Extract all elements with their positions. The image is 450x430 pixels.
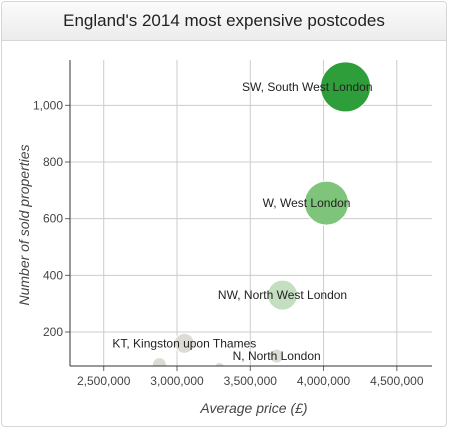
x-axis-title: Average price (£) (199, 400, 307, 416)
chart-title: England's 2014 most expensive postcodes (63, 11, 385, 30)
bubble[interactable] (151, 357, 167, 372)
y-tick-label: 200 (43, 325, 63, 339)
x-tick-label: 4,000,000 (297, 374, 351, 388)
bubble[interactable] (173, 332, 195, 354)
y-tick-label: 400 (43, 268, 63, 282)
y-tick-label: 600 (43, 212, 63, 226)
x-tick-label: 3,500,000 (224, 374, 278, 388)
bubble[interactable] (269, 348, 285, 364)
y-tick-label: 800 (43, 155, 63, 169)
bubble[interactable] (214, 361, 225, 372)
bubble[interactable] (267, 279, 299, 311)
x-tick-label: 3,000,000 (150, 374, 204, 388)
y-tick-label: 1,000 (33, 98, 63, 112)
title-bar: England's 2014 most expensive postcodes (2, 2, 446, 41)
axes: 2,500,000 3,000,000 3,500,000 4,000,000 4,50… (33, 60, 432, 388)
bubble-label: N, North London (233, 349, 321, 363)
bubble[interactable] (303, 180, 349, 226)
y-axis-title: Number of sold properties (16, 144, 32, 305)
bubble-label: NW, North West London (218, 288, 347, 302)
grid-lines (70, 60, 432, 366)
bubbles (151, 61, 372, 372)
bubble-label: KT, Kingston upon Thames (112, 336, 256, 350)
x-tick-label: 4,500,000 (370, 374, 424, 388)
x-tick-label: 2,500,000 (77, 374, 131, 388)
bubble-label: W, West London (263, 196, 351, 210)
bubble-labels: SW, South West London W, West London NW, N… (112, 80, 372, 363)
bubble-label: SW, South West London (242, 80, 373, 94)
bubble[interactable] (320, 61, 372, 113)
